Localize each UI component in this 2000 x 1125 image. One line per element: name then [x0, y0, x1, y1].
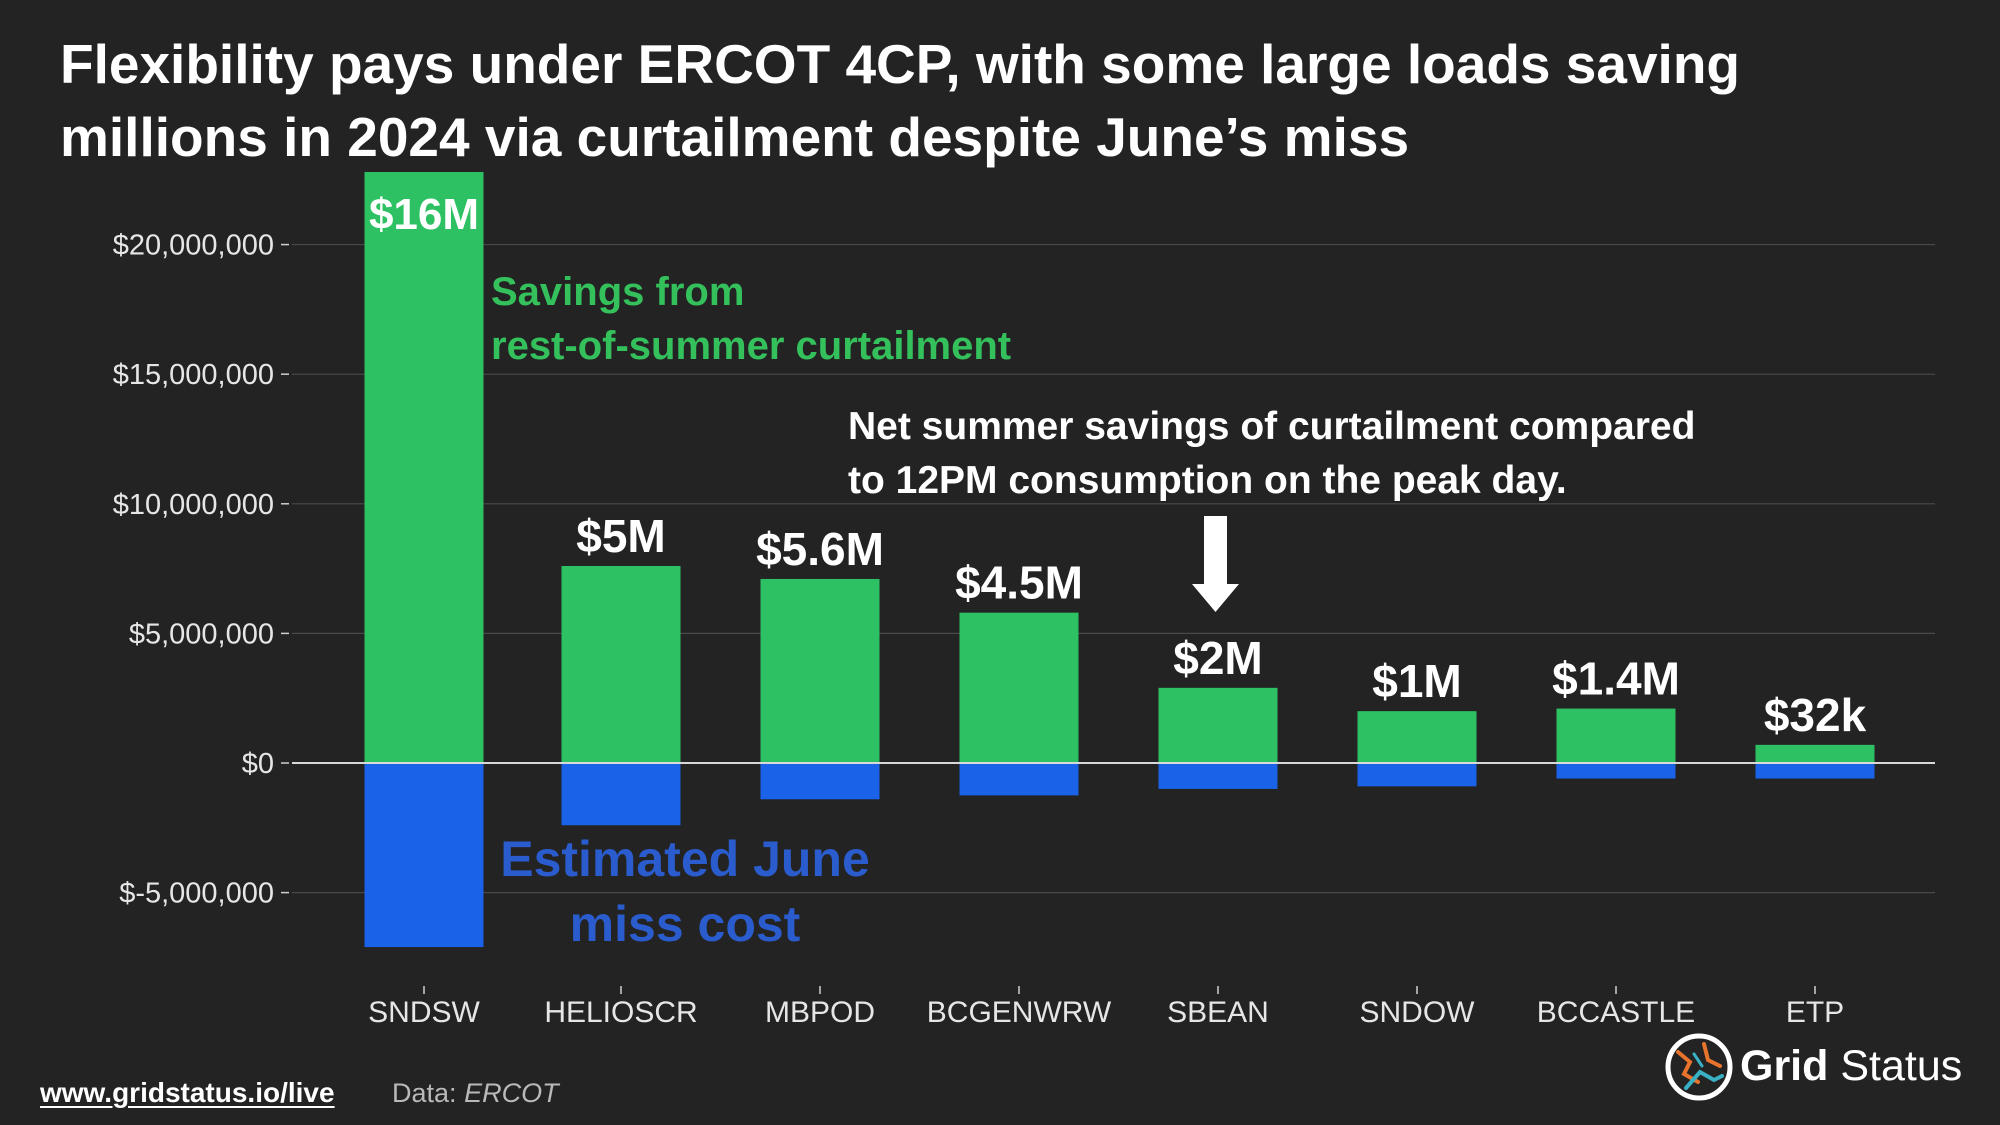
net-value-label: $16M	[369, 190, 479, 239]
chart-title-line-2: millions in 2024 via curtailment despite…	[60, 106, 1410, 168]
blue-annotation-line-1: Estimated June	[500, 831, 870, 887]
bar-june-miss-cost	[364, 763, 484, 948]
bar-june-miss-cost	[1357, 763, 1477, 787]
bars	[364, 172, 1875, 948]
net-value-label: $5M	[576, 510, 665, 562]
down-arrow-icon	[1192, 516, 1239, 612]
bar-june-miss-cost	[1158, 763, 1278, 789]
y-tick-label: $20,000,000	[113, 230, 274, 262]
y-tick-label: $-5,000,000	[119, 878, 274, 910]
net-value-label: $1M	[1372, 655, 1461, 707]
x-tick-label: BCCASTLE	[1537, 996, 1695, 1029]
net-value-label: $4.5M	[955, 557, 1083, 609]
bar-savings	[959, 612, 1079, 763]
bar-savings	[561, 566, 681, 763]
net-value-labels: $16M $5M $5.6M $4.5M $2M $1M $1.4M $32k	[369, 190, 1867, 741]
net-value-label: $2M	[1173, 632, 1262, 684]
x-tick-label: SBEAN	[1167, 996, 1269, 1029]
net-note-line-1: Net summer savings of curtailment compar…	[848, 405, 1695, 448]
bar-savings	[1755, 744, 1875, 763]
x-tick-label: BCGENWRW	[927, 996, 1112, 1029]
x-tick-label: SNDSW	[368, 996, 480, 1029]
chart-title-line-1: Flexibility pays under ERCOT 4CP, with s…	[60, 33, 1741, 95]
x-tick-label: SNDOW	[1360, 996, 1476, 1029]
green-annotation-line-2: rest-of-summer curtailment	[491, 324, 1011, 368]
x-tick-label: MBPOD	[765, 996, 875, 1029]
bar-june-miss-cost	[760, 763, 880, 800]
y-tick-label: $15,000,000	[113, 359, 274, 391]
bar-june-miss-cost	[959, 763, 1079, 796]
green-annotation-line-1: Savings from	[491, 270, 744, 314]
bar-savings	[1357, 711, 1477, 763]
bar-june-miss-cost	[1755, 763, 1875, 779]
net-value-label: $5.6M	[756, 523, 884, 575]
x-axis: SNDSW HELIOSCR MBPOD BCGENWRW SBEAN SNDOW BCCA…	[368, 986, 1844, 1029]
data-source-prefix: Data:	[392, 1078, 457, 1108]
annotations: Savings from rest-of-summer curtailment …	[491, 270, 1695, 952]
footer-link[interactable]: www.gridstatus.io/live	[40, 1077, 335, 1108]
bar-june-miss-cost	[1556, 763, 1676, 779]
data-source-credit: Data: ERCOT	[392, 1078, 559, 1109]
net-value-label: $1.4M	[1552, 653, 1680, 705]
bar-june-miss-cost	[561, 763, 681, 826]
brand-name-bold: Grid	[1740, 1042, 1829, 1090]
brand-logo: Grid Status	[1664, 1032, 1964, 1102]
chart-title: Flexibility pays under ERCOT 4CP, with s…	[60, 28, 1960, 174]
brand-name-regular: Status	[1840, 1042, 1963, 1090]
data-source-name: ERCOT	[464, 1078, 559, 1108]
blue-annotation-line-2: miss cost	[570, 896, 801, 952]
grid-status-logo-icon	[1665, 1033, 1733, 1101]
bar-savings	[760, 578, 880, 763]
x-tick-label: ETP	[1786, 996, 1844, 1029]
bar-savings	[1158, 687, 1278, 763]
y-tick-label: $5,000,000	[129, 618, 274, 650]
y-tick-label: $0	[242, 748, 274, 780]
bar-savings	[364, 172, 484, 763]
net-note-line-2: to 12PM consumption on the peak day.	[848, 459, 1567, 502]
bar-savings	[1556, 708, 1676, 763]
y-axis: $20,000,000 $15,000,000 $10,000,000 $5,000,…	[113, 230, 289, 910]
net-value-label: $32k	[1764, 689, 1867, 741]
brand-name: Grid Status	[1740, 1042, 1962, 1091]
y-tick-label: $10,000,000	[113, 489, 274, 521]
x-tick-label: HELIOSCR	[544, 996, 697, 1029]
